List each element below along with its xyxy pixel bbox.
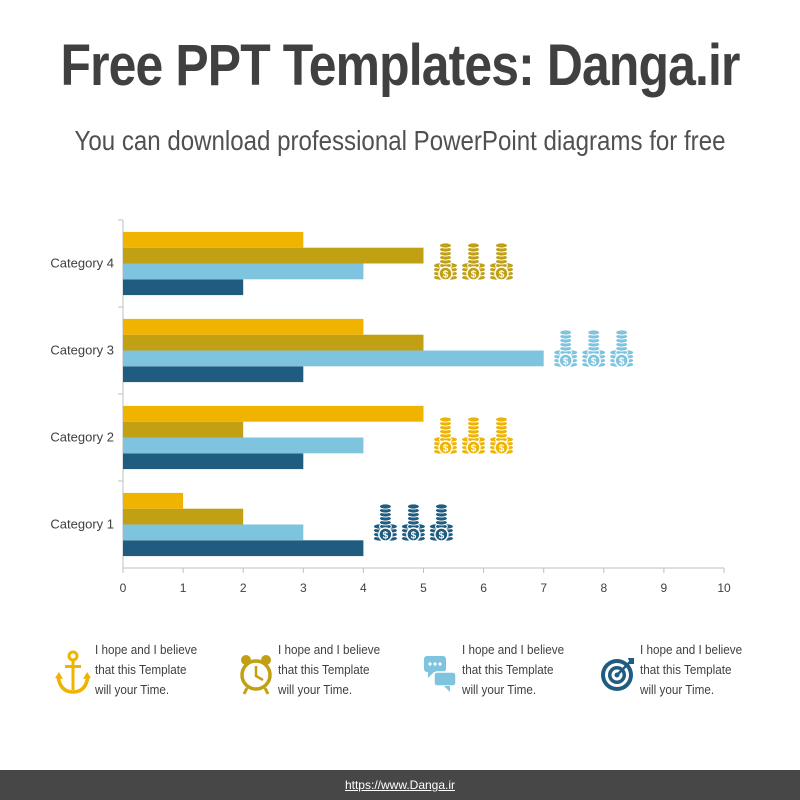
coin-stacks-icon: $ <box>489 242 514 281</box>
x-tick-label: 4 <box>360 581 367 595</box>
svg-text:$: $ <box>383 531 389 542</box>
svg-text:$: $ <box>563 357 569 368</box>
coin-stacks-icon: $ <box>461 416 486 455</box>
y-tick-label: Category 3 <box>50 343 114 358</box>
bar <box>123 405 424 422</box>
svg-text:$: $ <box>591 357 597 368</box>
x-tick-label: 1 <box>180 581 187 595</box>
bar <box>123 492 184 509</box>
bar <box>123 263 364 280</box>
feature-1-line-1: I hope and I believe <box>95 642 198 657</box>
svg-text:$: $ <box>499 444 505 455</box>
coin-stacks-icon: $ <box>433 416 458 455</box>
feature-3-line-1: I hope and I believe <box>462 642 565 657</box>
feature-3-line-2: that this Template <box>462 662 554 677</box>
feature-4-line-3: will your Time. <box>640 682 715 697</box>
coin-stacks-icon: $ <box>609 329 635 368</box>
svg-text:$: $ <box>443 444 449 455</box>
feature-3-line-3: will your Time. <box>462 682 537 697</box>
x-tick-label: 10 <box>717 581 731 595</box>
feature-4-line-2: that this Template <box>640 662 732 677</box>
coin-stacks-icon: $ <box>461 242 486 281</box>
feature-3: I hope and I believe that this Template … <box>422 640 612 710</box>
x-tick-label: 6 <box>480 581 487 595</box>
bar <box>123 453 304 470</box>
footer-bar: https://www.Danga.ir <box>0 770 800 800</box>
coin-stacks-icon: $ <box>581 329 607 368</box>
x-tick-label: 7 <box>540 581 547 595</box>
bar <box>123 366 304 383</box>
svg-text:$: $ <box>471 444 477 455</box>
bar <box>123 318 364 335</box>
bar <box>123 247 424 264</box>
page-subtitle: You can download professional PowerPoint… <box>74 125 726 156</box>
feature-4: I hope and I believe that this Template … <box>600 640 790 710</box>
x-tick-label: 5 <box>420 581 427 595</box>
svg-text:$: $ <box>439 531 445 542</box>
bar <box>123 231 304 248</box>
coin-stacks-icon: $ <box>553 329 579 368</box>
x-tick-label: 8 <box>600 581 607 595</box>
coin-stacks-icon: $ <box>428 503 454 542</box>
bar <box>123 350 544 367</box>
x-tick-label: 9 <box>661 581 668 595</box>
bar <box>123 334 424 351</box>
coin-stacks-icon: $ <box>372 503 398 542</box>
bar <box>123 524 304 541</box>
alarm-clock-icon <box>240 655 272 695</box>
svg-text:$: $ <box>619 357 625 368</box>
bar-chart: 0 1 2 3 4 5 6 7 8 9 10 Category 1 $ $ $ Category 2 $ $ $ Ca… <box>50 219 731 595</box>
svg-text:$: $ <box>471 270 477 281</box>
feature-1: I hope and I believe that this Template … <box>55 640 245 710</box>
bar <box>123 421 244 438</box>
feature-2-line-3: will your Time. <box>278 682 353 697</box>
bar <box>123 437 364 454</box>
feature-2: I hope and I believe that this Template … <box>238 640 428 710</box>
target-icon <box>601 658 634 691</box>
page-title: Free PPT Templates: Danga.ir <box>60 33 740 98</box>
feature-4-line-1: I hope and I believe <box>640 642 743 657</box>
feature-1-line-2: that this Template <box>95 662 187 677</box>
footer-link[interactable]: https://www.Danga.ir <box>344 778 456 792</box>
coin-stacks-icon: $ <box>433 242 458 281</box>
bar <box>123 540 364 557</box>
x-tick-label: 3 <box>300 581 307 595</box>
chat-bubbles-icon <box>424 656 457 692</box>
feature-2-line-2: that this Template <box>278 662 370 677</box>
coin-stacks-icon: $ <box>400 503 426 542</box>
bar <box>123 279 244 296</box>
coin-stacks-icon: $ <box>489 416 514 455</box>
svg-text:$: $ <box>499 270 505 281</box>
bar <box>123 508 244 525</box>
svg-text:$: $ <box>411 531 417 542</box>
x-tick-label: 2 <box>240 581 247 595</box>
y-tick-label: Category 1 <box>50 517 114 532</box>
y-tick-label: Category 2 <box>50 430 114 445</box>
anchor-icon <box>55 650 91 694</box>
x-tick-label: 0 <box>120 581 127 595</box>
svg-text:$: $ <box>443 270 449 281</box>
y-tick-label: Category 4 <box>50 256 114 271</box>
feature-2-line-1: I hope and I believe <box>278 642 381 657</box>
feature-1-line-3: will your Time. <box>95 682 170 697</box>
